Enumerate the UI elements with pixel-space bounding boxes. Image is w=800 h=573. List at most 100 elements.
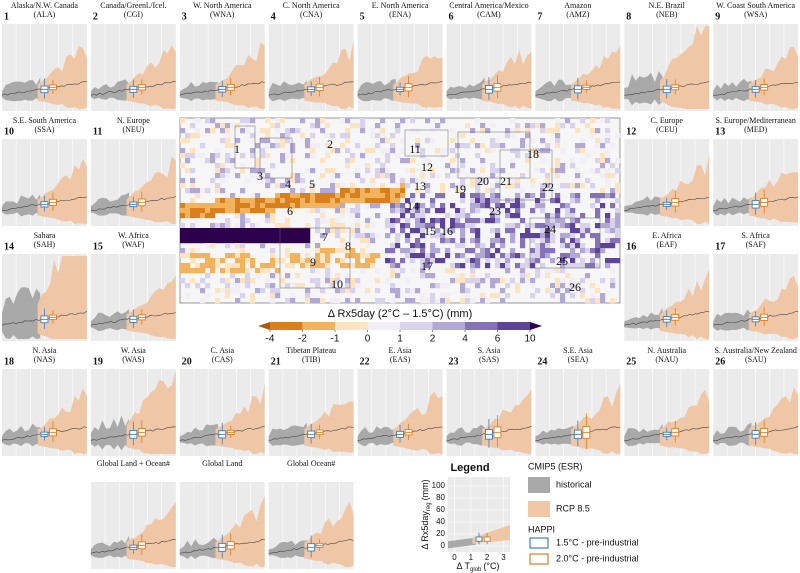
map-cell	[420, 203, 426, 209]
map-cell	[400, 183, 406, 189]
map-cell	[190, 253, 196, 259]
map-cell	[515, 213, 521, 219]
map-cell	[315, 278, 321, 284]
map-cell	[420, 218, 426, 224]
map-cell	[490, 238, 496, 244]
map-cell	[485, 128, 491, 134]
map-cell	[405, 168, 411, 174]
map-cell	[590, 133, 596, 139]
map-cell	[395, 208, 401, 214]
map-cell	[200, 188, 206, 194]
map-cell	[610, 203, 616, 209]
map-cell	[580, 263, 586, 269]
map-cell	[360, 268, 366, 274]
map-cell	[460, 283, 466, 289]
map-cell	[445, 228, 451, 234]
map-cell	[505, 208, 511, 214]
map-cell	[275, 138, 281, 144]
map-cell	[485, 253, 491, 259]
map-cell	[235, 173, 241, 179]
map-cell	[300, 118, 306, 124]
map-cell	[330, 198, 336, 204]
map-cell	[400, 268, 406, 274]
map-cell	[330, 228, 336, 234]
map-cell	[600, 243, 606, 249]
map-cell	[510, 278, 516, 284]
map-cell	[615, 238, 621, 244]
panel-code: (SAS)	[479, 355, 499, 364]
map-cell	[390, 258, 396, 264]
panel-number: 16	[626, 241, 636, 252]
map-cell	[605, 138, 611, 144]
map-cell	[350, 263, 356, 269]
map-cell	[595, 128, 601, 134]
map-cell	[350, 228, 356, 234]
map-cell	[535, 258, 541, 264]
map-cell	[480, 248, 486, 254]
map-cell	[250, 168, 256, 174]
map-cell	[570, 278, 576, 284]
map-cell	[375, 188, 381, 194]
map-cell	[585, 263, 591, 269]
map-cell	[440, 148, 446, 154]
map-region-label: 14	[407, 199, 419, 213]
map-cell	[230, 263, 236, 269]
map-cell	[375, 193, 381, 199]
map-cell	[475, 188, 481, 194]
map-cell	[230, 198, 236, 204]
map-cell	[310, 123, 316, 129]
map-cell	[515, 183, 521, 189]
panel-code: (EAS)	[390, 355, 411, 364]
map-cell	[420, 153, 426, 159]
historical-band	[357, 426, 396, 447]
map-cell	[500, 253, 506, 259]
map-cell	[200, 253, 206, 259]
map-cell	[370, 198, 376, 204]
map-cell	[345, 148, 351, 154]
map-cell	[270, 283, 276, 289]
map-cell	[415, 213, 421, 219]
map-cell	[600, 158, 606, 164]
map-cell	[225, 223, 231, 229]
map-cell	[580, 213, 586, 219]
map-cell	[460, 143, 466, 149]
map-cell	[525, 158, 531, 164]
map-cell	[455, 133, 461, 139]
map-cell	[615, 208, 621, 214]
map-cell	[285, 193, 291, 199]
map-cell	[225, 123, 231, 129]
map-cell	[425, 183, 431, 189]
panel-code: (WAF)	[122, 240, 145, 249]
map-cell	[425, 223, 431, 229]
map-cell	[225, 278, 231, 284]
map-cell	[270, 203, 276, 209]
map-cell	[535, 288, 541, 294]
map-cell	[255, 163, 261, 169]
map-cell	[560, 233, 566, 239]
map-cell	[540, 128, 546, 134]
map-cell	[580, 258, 586, 264]
map-cell	[385, 188, 391, 194]
map-cell	[445, 148, 451, 154]
map-cell	[570, 183, 576, 189]
map-cell	[295, 178, 301, 184]
map-cell	[180, 183, 186, 189]
map-cell	[490, 208, 496, 214]
map-cell	[355, 198, 361, 204]
map-cell	[375, 278, 381, 284]
map-cell	[300, 178, 306, 184]
map-cell	[235, 278, 241, 284]
region-box	[457, 131, 531, 179]
map-cell	[195, 233, 201, 239]
map-cell	[255, 268, 261, 274]
colorbar-segment	[335, 322, 368, 330]
map-cell	[265, 263, 271, 269]
map-cell	[490, 228, 496, 234]
map-cell	[490, 163, 496, 169]
map-cell	[250, 223, 256, 229]
map-cell	[245, 178, 251, 184]
map-cell	[360, 128, 366, 134]
map-cell	[190, 213, 196, 219]
map-cell	[200, 288, 206, 294]
map-cell	[445, 248, 451, 254]
